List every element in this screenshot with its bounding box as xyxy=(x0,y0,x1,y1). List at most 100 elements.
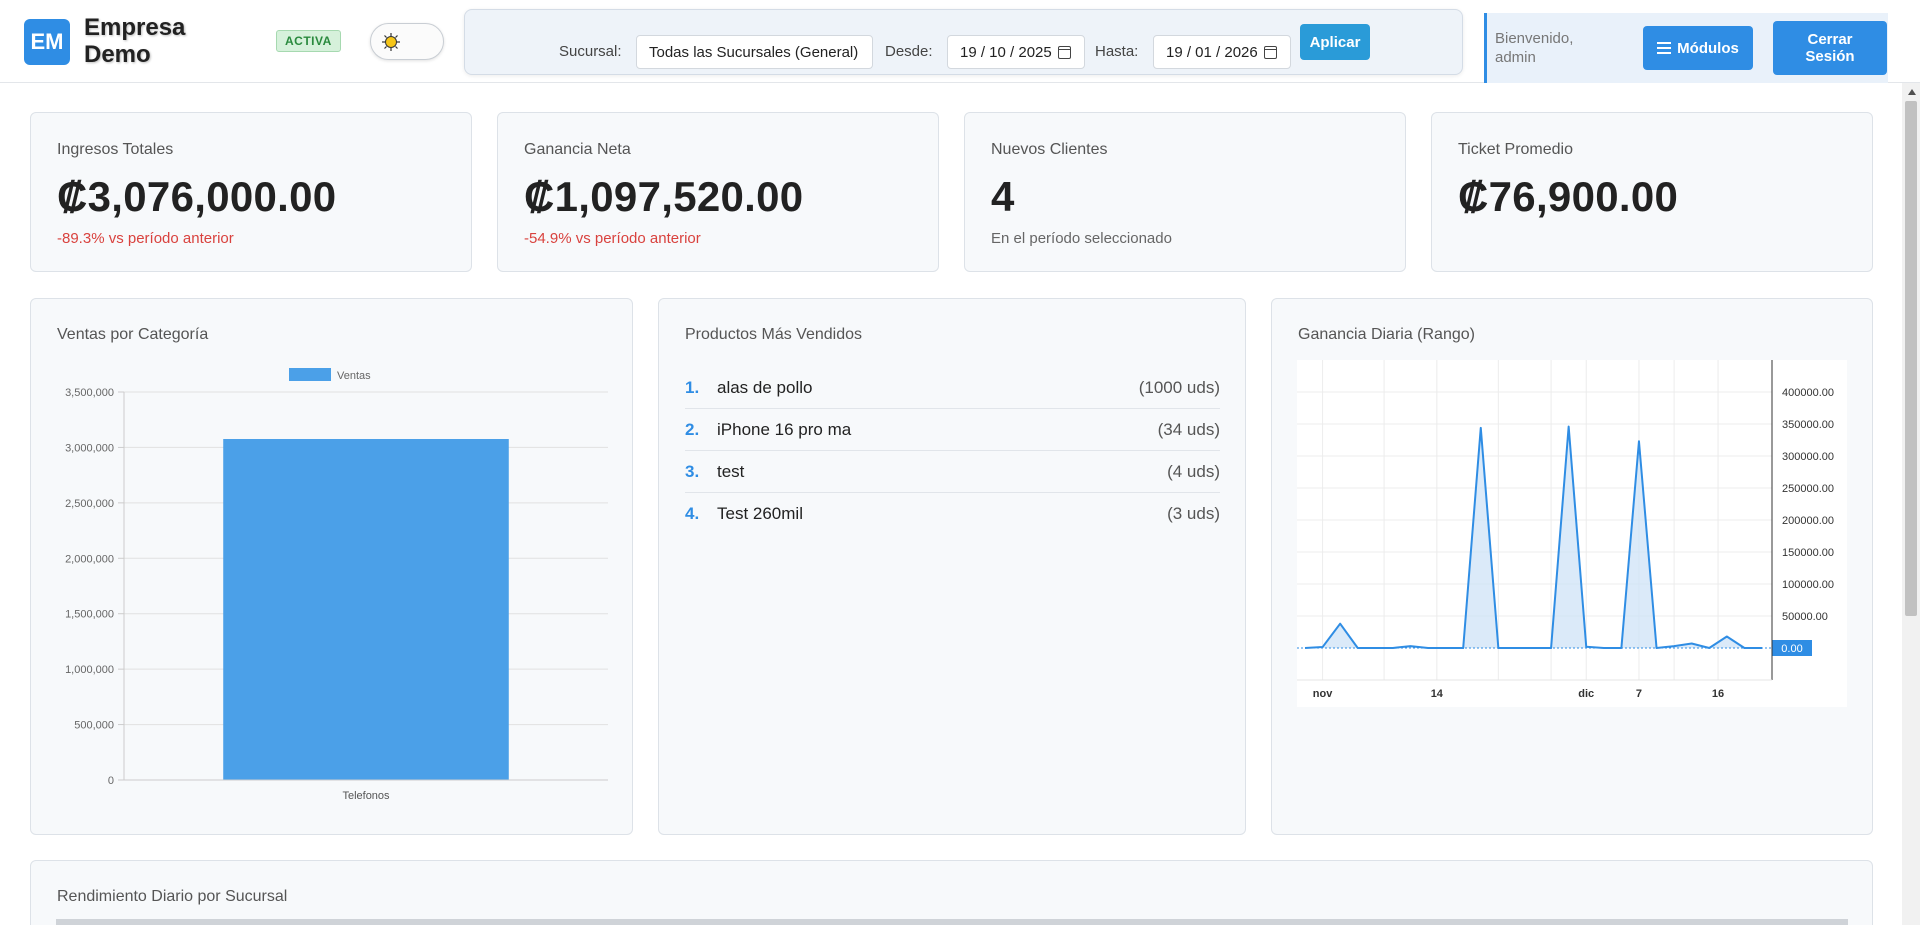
welcome-line1: Bienvenido, xyxy=(1495,30,1574,47)
product-quantity: (34 uds) xyxy=(1157,419,1220,439)
to-label: Hasta: xyxy=(1095,43,1139,60)
kpi-value: ₡76,900.00 xyxy=(1458,173,1679,220)
from-date-input[interactable]: 19 / 10 / 2025 xyxy=(947,35,1085,69)
page-scrollbar[interactable] xyxy=(1902,83,1920,925)
branch-select[interactable]: Todas las Sucursales (General) xyxy=(636,35,873,69)
welcome-text: Bienvenido, admin xyxy=(1495,29,1573,67)
y-tick-label: 300000.00 xyxy=(1782,451,1834,463)
branch-performance-card: Rendimiento Diario por Sucursal xyxy=(30,860,1873,925)
x-tick-label: nov xyxy=(1313,688,1333,700)
legend-swatch xyxy=(289,368,331,381)
app-header: EM Empresa Demo ACTIVA Sucursal: Todas l… xyxy=(0,0,1920,83)
area-fill xyxy=(1305,426,1762,648)
kpi-card-avg-ticket: Ticket Promedio ₡76,900.00 xyxy=(1431,112,1873,272)
apply-button[interactable]: Aplicar xyxy=(1300,24,1370,60)
kpi-card-net-profit: Ganancia Neta ₡1,097,520.00 -54.9% vs pe… xyxy=(497,112,939,272)
sales-by-category-chart: 0 500,000 1,000,000 1,500,000 2,000,000 2,500… xyxy=(65,368,608,802)
product-name: iPhone 16 pro ma xyxy=(717,419,852,439)
y-tick-label: 3,500,000 xyxy=(65,387,114,399)
kpi-change: -89.3% vs período anterior xyxy=(57,230,234,247)
kpi-label: Ingresos Totales xyxy=(57,141,174,158)
filter-bar: Sucursal: Todas las Sucursales (General)… xyxy=(464,9,1463,75)
product-quantity: (3 uds) xyxy=(1167,504,1220,523)
company-name-line2: Demo xyxy=(84,41,151,68)
y-tick-label: 400000.00 xyxy=(1782,387,1834,399)
from-date-value: 19 / 10 / 2025 xyxy=(960,43,1052,61)
kpi-caption: En el período seleccionado xyxy=(991,230,1172,247)
y-tick-label: 1,000,000 xyxy=(65,664,114,676)
calendar-icon[interactable] xyxy=(1057,45,1071,59)
kpi-label: Ticket Promedio xyxy=(1458,141,1573,158)
list-item: 4. Test 260mil (3 uds) xyxy=(685,493,1220,535)
y-tick-label: 2,000,000 xyxy=(65,553,114,565)
y-tick-label: 150000.00 xyxy=(1782,547,1834,559)
last-value-label: 0.00 xyxy=(1781,643,1802,655)
product-name: test xyxy=(717,461,745,481)
y-tick-label: 2,500,000 xyxy=(65,498,114,510)
y-tick-label: 350000.00 xyxy=(1782,419,1834,431)
x-tick-label: 16 xyxy=(1712,688,1724,700)
product-rank: 3. xyxy=(685,461,700,481)
list-item: 3. test (4 uds) xyxy=(685,451,1220,493)
kpi-value: ₡3,076,000.00 xyxy=(57,173,337,220)
y-tick-label: 1,500,000 xyxy=(65,609,114,621)
calendar-icon[interactable] xyxy=(1263,45,1277,59)
to-date-value: 19 / 01 / 2026 xyxy=(1166,43,1258,61)
y-tick-label: 3,000,000 xyxy=(65,442,114,454)
product-rank: 4. xyxy=(685,504,700,523)
product-quantity: (4 uds) xyxy=(1167,461,1220,481)
product-rank: 2. xyxy=(685,419,700,439)
card-title: Ganancia Diaria (Rango) xyxy=(1298,326,1475,343)
y-tick-label: 250000.00 xyxy=(1782,483,1834,495)
y-tick-label: 200000.00 xyxy=(1782,515,1834,527)
card-title: Productos Más Vendidos xyxy=(685,326,862,343)
card-title: Ventas por Categoría xyxy=(57,326,209,343)
kpi-value: ₡1,097,520.00 xyxy=(524,173,804,220)
sales-by-category-card: Ventas por Categoría 0 500,000 1,000,000 1,… xyxy=(30,298,633,835)
x-tick-label: 7 xyxy=(1636,688,1642,700)
kpi-card-total-revenue: Ingresos Totales ₡3,076,000.00 -89.3% vs… xyxy=(30,112,472,272)
last-value-badge xyxy=(1772,640,1812,656)
company-logo: EM xyxy=(24,19,70,65)
daily-profit-chart: 50000.00 100000.00 150000.00 200000.00 25000… xyxy=(1297,360,1847,707)
from-label: Desde: xyxy=(885,43,933,60)
modules-label: Módulos xyxy=(1677,39,1739,57)
branch-select-value: Todas las Sucursales (General) xyxy=(649,43,859,61)
logout-button[interactable]: Cerrar Sesión xyxy=(1773,21,1887,75)
y-tick-label: 0 xyxy=(108,775,114,787)
hamburger-menu-icon xyxy=(1657,42,1672,54)
logout-line2: Sesión xyxy=(1805,48,1855,65)
x-tick-label: Telefonos xyxy=(342,790,390,802)
scroll-up-arrow-icon[interactable] xyxy=(1908,89,1916,95)
kpi-value: 4 xyxy=(991,173,1015,220)
scroll-thumb[interactable] xyxy=(1905,101,1917,616)
legend-label: Ventas xyxy=(337,370,371,382)
to-date-input[interactable]: 19 / 01 / 2026 xyxy=(1153,35,1291,69)
bar-telefonos xyxy=(223,439,509,780)
theme-toggle[interactable] xyxy=(370,23,444,60)
status-badge: ACTIVA xyxy=(276,30,341,52)
kpi-label: Nuevos Clientes xyxy=(991,141,1108,158)
daily-profit-card: Ganancia Diaria (Rango) 50000.00 100000.0… xyxy=(1271,298,1873,835)
modules-button[interactable]: Módulos xyxy=(1643,26,1753,70)
sun-icon xyxy=(382,33,400,51)
top-products-card: Productos Más Vendidos 1. alas de pollo (1… xyxy=(658,298,1246,835)
kpi-label: Ganancia Neta xyxy=(524,141,631,158)
y-tick-label: 100000.00 xyxy=(1782,579,1834,591)
kpi-card-new-clients: Nuevos Clientes 4 En el período seleccio… xyxy=(964,112,1406,272)
table-header-strip xyxy=(56,919,1848,925)
card-title: Rendimiento Diario por Sucursal xyxy=(57,888,288,905)
x-tick-label: 14 xyxy=(1431,688,1444,700)
company-name-line1: Empresa xyxy=(84,14,186,41)
product-name: alas de pollo xyxy=(717,377,813,397)
list-item: 2. iPhone 16 pro ma (34 uds) xyxy=(685,409,1220,451)
branch-label: Sucursal: xyxy=(559,43,622,60)
kpi-change: -54.9% vs período anterior xyxy=(524,230,701,247)
logo-initials: EM xyxy=(30,29,64,54)
company-name: Empresa Demo xyxy=(84,14,185,68)
product-name: Test 260mil xyxy=(717,504,803,523)
welcome-username: admin xyxy=(1495,49,1536,66)
y-tick-label: 500,000 xyxy=(74,720,114,732)
y-tick-label: 50000.00 xyxy=(1782,611,1828,623)
x-tick-label: dic xyxy=(1578,688,1594,700)
